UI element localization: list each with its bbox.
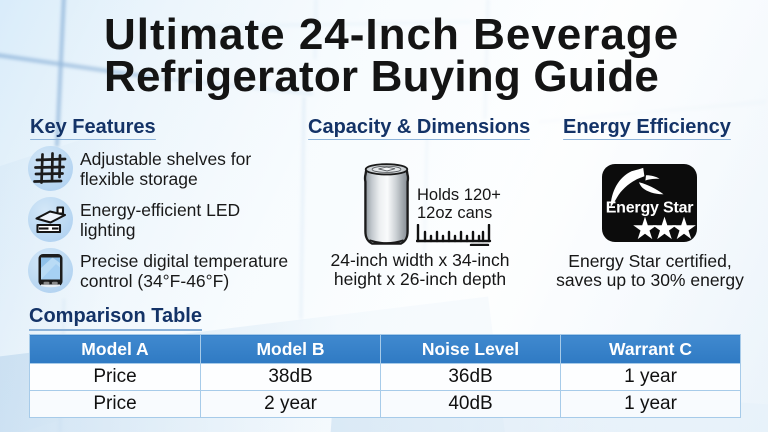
- svg-text:Energy Star: Energy Star: [606, 200, 694, 217]
